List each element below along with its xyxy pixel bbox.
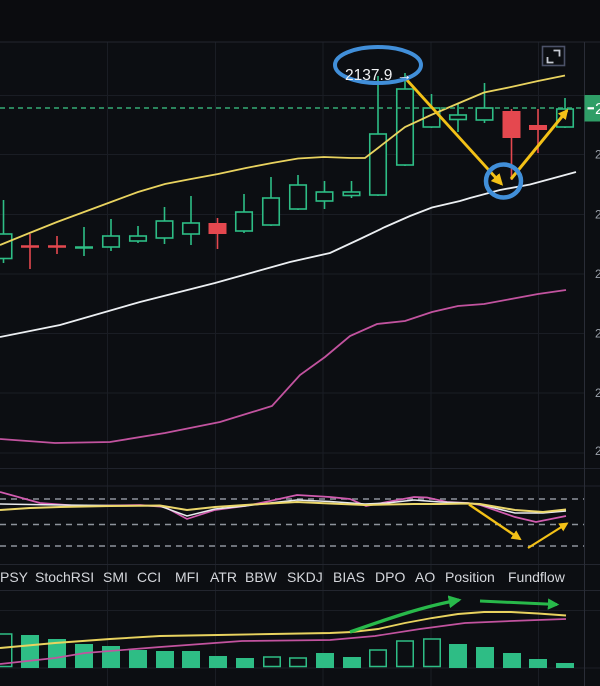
- svg-text:2137.9 →: 2137.9 →: [345, 67, 412, 84]
- svg-text:DPO: DPO: [375, 569, 405, 585]
- svg-text:Position: Position: [445, 569, 495, 585]
- svg-text:2: 2: [595, 101, 600, 118]
- svg-text:SMI: SMI: [103, 569, 128, 585]
- svg-text:21: 21: [595, 208, 600, 222]
- svg-text:MFI: MFI: [175, 569, 199, 585]
- svg-text:CCI: CCI: [137, 569, 161, 585]
- svg-text:Fundflow: Fundflow: [508, 569, 566, 585]
- svg-text:21: 21: [595, 267, 600, 281]
- svg-text:BBW: BBW: [245, 569, 278, 585]
- svg-text:21: 21: [595, 327, 600, 341]
- svg-text:PSY: PSY: [0, 569, 29, 585]
- svg-text:AO: AO: [415, 569, 435, 585]
- svg-text:BIAS: BIAS: [333, 569, 365, 585]
- svg-text:21: 21: [595, 386, 600, 400]
- svg-text:21: 21: [595, 444, 600, 458]
- svg-text:ATR: ATR: [210, 569, 237, 585]
- svg-text:SKDJ: SKDJ: [287, 569, 323, 585]
- svg-text:StochRSI: StochRSI: [35, 569, 94, 585]
- svg-text:21: 21: [595, 148, 600, 162]
